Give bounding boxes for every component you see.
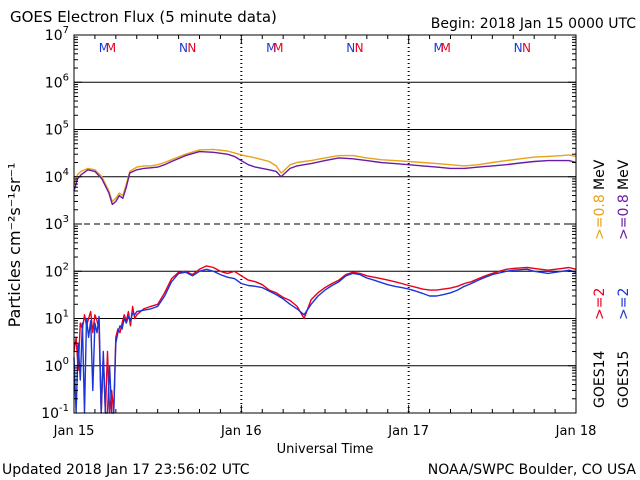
updated-timestamp: Updated 2018 Jan 17 23:56:02 UTC — [2, 462, 250, 478]
y-axis-label: Particles cm⁻²s⁻¹sr⁻¹ — [5, 163, 24, 328]
midnight-noon-marker: N — [522, 41, 531, 55]
legend-goes15-08mev: >=0.8 — [616, 194, 632, 240]
y-tick-label: 10-1 — [41, 403, 69, 422]
begin-time-label: Begin: 2018 Jan 15 0000 UTC — [431, 16, 636, 32]
midnight-noon-marker: N — [179, 41, 188, 55]
midnight-noon-marker: M — [106, 41, 116, 55]
legend-unit-mev: MeV — [616, 159, 632, 190]
series-line — [73, 265, 577, 414]
series-line — [73, 148, 577, 203]
series-lines — [73, 148, 577, 414]
legend-goes14-2mev: >=2 — [592, 288, 608, 320]
x-tick-label: Jan 15 — [53, 424, 95, 439]
legend: GOES14 GOES15 >=2 >=2 >=0.8 >=0.8 MeV MeV — [592, 159, 632, 408]
midnight-noon-marker: N — [187, 41, 196, 55]
series-line — [73, 150, 577, 206]
x-tick-label: Jan 18 — [555, 424, 597, 439]
y-tick-label: 107 — [45, 25, 69, 44]
axis-ticks: 10-1 100 101 102 103 104 105 106 107 Jan 15 Jan 16… — [41, 25, 596, 439]
y-tick-label: 102 — [45, 261, 69, 280]
legend-unit-mev: MeV — [592, 159, 608, 190]
x-tick-label: Jan 16 — [220, 424, 262, 439]
chart-title: GOES Electron Flux (5 minute data) — [10, 8, 277, 26]
midnight-noon-marker: M — [273, 41, 283, 55]
midnight-noon-marker: M — [266, 41, 276, 55]
y-tick-label: 104 — [45, 167, 69, 186]
midnight-noon-marker: N — [514, 41, 523, 55]
satellite-markers: MM N N MM N N MM N N — [99, 41, 531, 55]
x-tick-label: Jan 17 — [387, 424, 429, 439]
y-tick-label: 106 — [45, 72, 69, 91]
midnight-noon-marker: M — [99, 41, 109, 55]
x-axis-title: Universal Time — [277, 442, 374, 457]
y-tick-label: 101 — [45, 309, 69, 328]
y-tick-label: 100 — [45, 356, 69, 375]
plot-frame — [73, 34, 577, 414]
series-line — [73, 268, 577, 414]
credit-label: NOAA/SWPC Boulder, CO USA — [428, 462, 637, 478]
grid-lines — [74, 35, 576, 413]
midnight-noon-marker: N — [355, 41, 364, 55]
y-axis-title: Particles cm⁻²s⁻¹sr⁻¹ — [5, 163, 24, 328]
legend-goes15: GOES15 — [616, 351, 632, 408]
legend-goes14: GOES14 — [592, 350, 608, 408]
y-tick-label: 105 — [45, 120, 69, 139]
midnight-noon-marker: M — [433, 41, 443, 55]
midnight-noon-marker: N — [346, 41, 355, 55]
midnight-noon-marker: M — [440, 41, 450, 55]
legend-goes14-08mev: >=0.8 — [592, 194, 608, 240]
y-tick-label: 103 — [45, 214, 69, 233]
legend-goes15-2mev: >=2 — [616, 288, 632, 320]
